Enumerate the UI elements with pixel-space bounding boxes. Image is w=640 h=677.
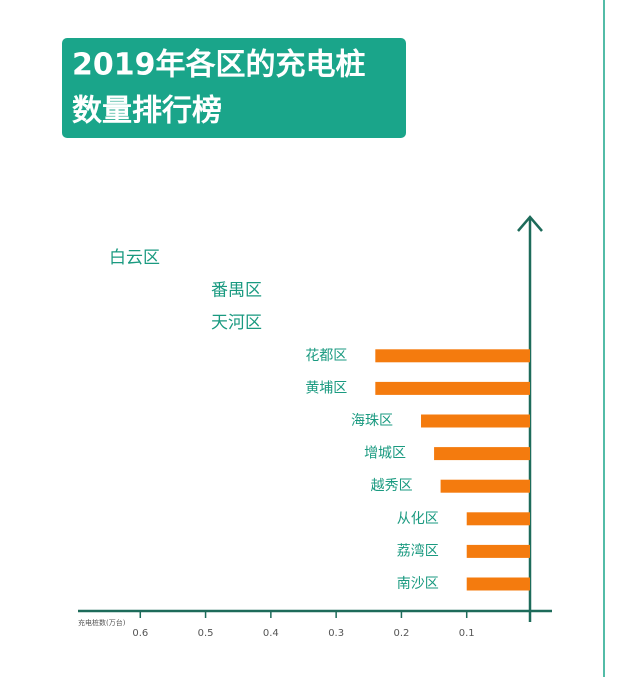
x-tick-label: 0.5	[198, 628, 214, 639]
x-tick-label: 0.4	[263, 628, 279, 639]
category-label: 南沙区	[397, 576, 439, 592]
bar	[466, 544, 530, 558]
x-tick-label: 0.3	[328, 628, 344, 639]
category-label: 黄埔区	[305, 379, 347, 396]
category-label: 从化区	[397, 511, 439, 527]
category-label: 海珠区	[351, 413, 393, 429]
bar	[375, 381, 530, 395]
category-label: 越秀区	[371, 478, 413, 494]
category-label: 白云区	[109, 248, 160, 268]
bar	[466, 577, 530, 591]
bar	[375, 349, 530, 363]
bar	[434, 447, 530, 461]
title-box	[62, 38, 406, 138]
category-label: 增城区	[364, 446, 406, 462]
x-axis-label: 充电桩数(万台)	[78, 618, 126, 627]
x-tick-label: 0.1	[459, 628, 475, 639]
chart-title: 数量排行榜	[72, 94, 222, 129]
x-tick-label: 0.2	[393, 628, 409, 639]
bar	[440, 479, 530, 493]
x-tick-label: 0.6	[132, 628, 148, 639]
y-axis-arrow	[517, 215, 543, 232]
bar	[466, 512, 530, 526]
bar	[421, 414, 530, 428]
category-label: 花都区	[305, 348, 347, 364]
category-label: 天河区	[211, 313, 262, 333]
category-label: 番禺区	[211, 281, 262, 301]
category-label: 荔湾区	[397, 542, 439, 559]
chart-title: 2019年各区的充电桩	[72, 48, 366, 83]
